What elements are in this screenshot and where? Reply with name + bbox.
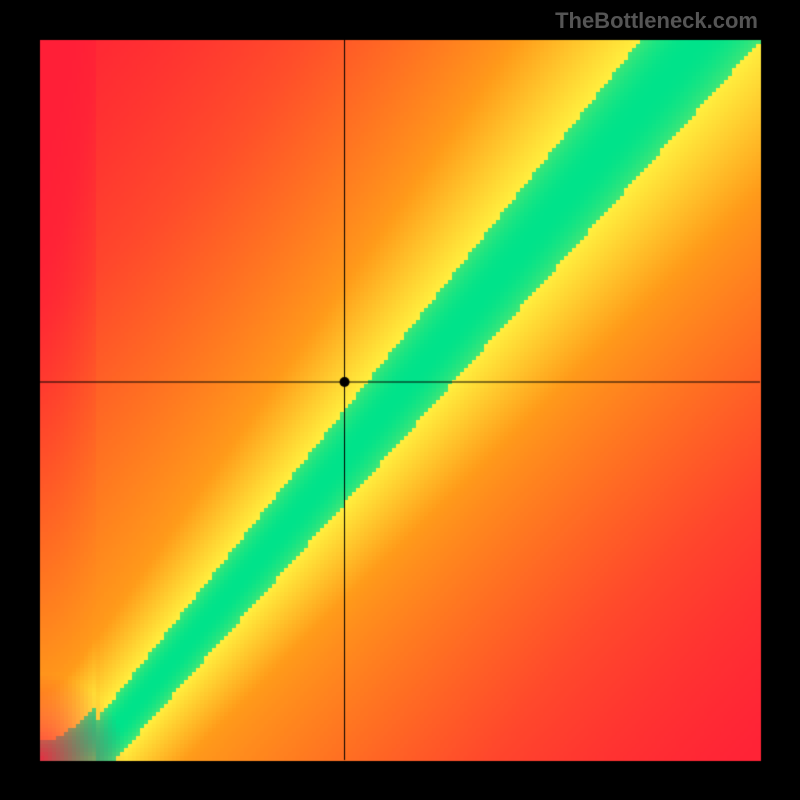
chart-container: TheBottleneck.com [0,0,800,800]
watermark-text: TheBottleneck.com [555,8,758,34]
bottleneck-heatmap [0,0,800,800]
